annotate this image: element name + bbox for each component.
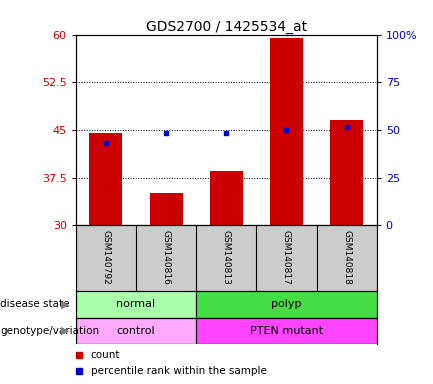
Text: count: count [91,350,120,360]
Text: GSM140813: GSM140813 [222,230,231,285]
Text: PTEN mutant: PTEN mutant [250,326,323,336]
Title: GDS2700 / 1425534_at: GDS2700 / 1425534_at [145,20,307,33]
Text: control: control [116,326,155,336]
Text: GSM140792: GSM140792 [101,230,110,285]
Text: ▶: ▶ [61,326,69,336]
Bar [89,133,123,225]
Bar [149,194,183,225]
Text: ▶: ▶ [61,299,69,309]
Text: GSM140816: GSM140816 [162,230,171,285]
Text: GSM140818: GSM140818 [342,230,351,285]
Bar [196,291,377,318]
Bar [210,171,243,225]
Text: disease state: disease state [0,299,70,309]
Bar [330,120,363,225]
Bar [76,291,196,318]
Text: GSM140817: GSM140817 [282,230,291,285]
Text: normal: normal [116,299,155,309]
Text: genotype/variation: genotype/variation [0,326,99,336]
Bar [76,318,196,344]
Bar [196,318,377,344]
Bar [270,38,303,225]
Text: polyp: polyp [271,299,302,309]
Text: percentile rank within the sample: percentile rank within the sample [91,366,267,376]
